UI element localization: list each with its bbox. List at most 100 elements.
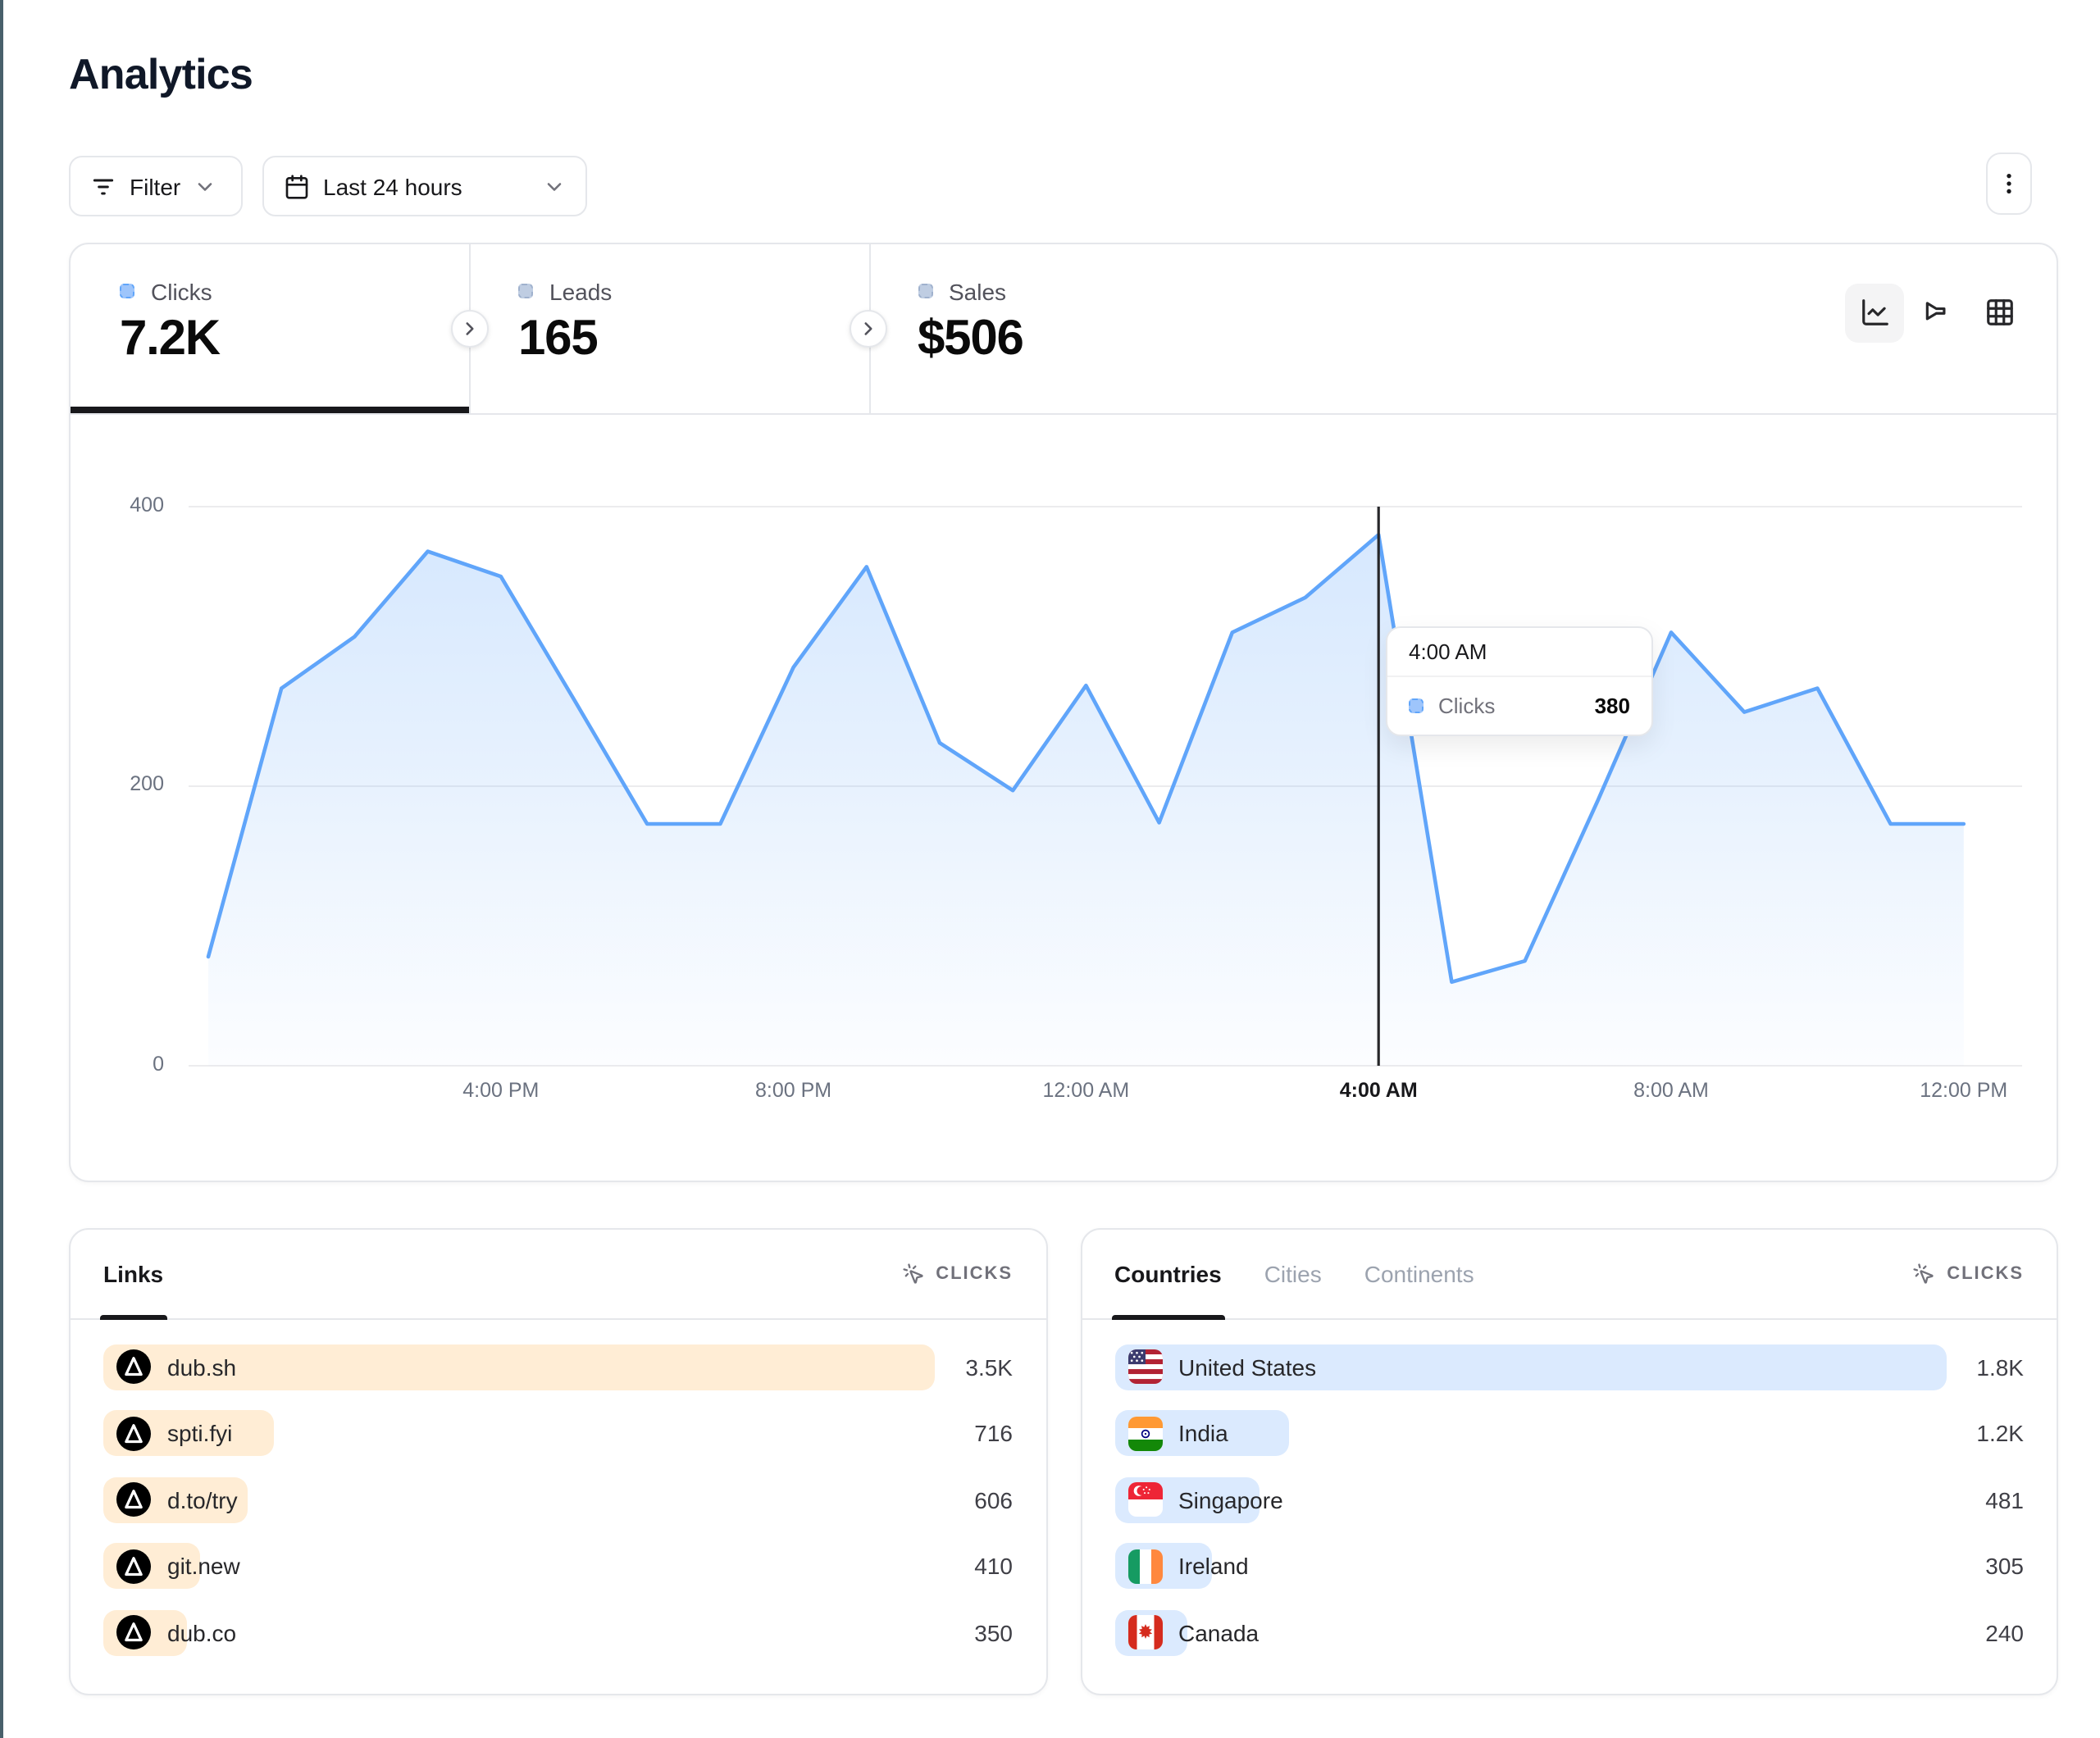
y-axis-tick: 0 xyxy=(153,1052,164,1075)
country-name: Canada xyxy=(1178,1619,1260,1645)
tab-countries[interactable]: Countries xyxy=(1110,1228,1226,1320)
expand-stat-button[interactable] xyxy=(850,309,887,347)
leads-legend-swatch xyxy=(518,284,533,298)
y-axis-tick: 400 xyxy=(130,493,164,516)
stat-label-row: Leads xyxy=(518,278,612,304)
x-axis-tick: 4:00 PM xyxy=(462,1078,540,1101)
tooltip-value: 380 xyxy=(1594,693,1630,717)
country-row[interactable]: Ireland 305 xyxy=(1114,1543,2024,1589)
tooltip-series-label: Clicks xyxy=(1438,693,1496,717)
bar-zone: dub.co xyxy=(103,1609,935,1655)
x-axis-tick: 4:00 AM xyxy=(1339,1078,1418,1101)
stat-tab-leads[interactable]: Leads 165 xyxy=(469,243,870,412)
stat-label: Sales xyxy=(949,278,1007,304)
bar-zone: spti.fyi xyxy=(103,1410,935,1456)
clicks-count: 3.5K xyxy=(965,1354,1013,1380)
stat-tab-clicks[interactable]: Clicks 7.2K xyxy=(71,243,471,412)
stat-label: Clicks xyxy=(151,278,212,304)
link-row[interactable]: dub.sh 3.5K xyxy=(103,1344,1013,1390)
stat-label: Leads xyxy=(549,278,613,304)
filter-lines-icon xyxy=(90,173,116,199)
y-axis-tick: 200 xyxy=(130,772,164,795)
calendar-icon xyxy=(284,173,310,199)
stat-tab-sales[interactable]: Sales $506 xyxy=(868,243,1269,412)
link-name: spti.fyi xyxy=(167,1420,233,1446)
leads-value: 165 xyxy=(518,311,599,365)
filter-button[interactable]: Filter xyxy=(69,156,243,216)
page-title: Analytics xyxy=(69,49,253,98)
table-mode-button[interactable] xyxy=(1970,283,2029,342)
expand-stat-button[interactable] xyxy=(450,309,488,347)
dub-logo-icon xyxy=(116,1482,151,1517)
tooltip-row: Clicks 380 xyxy=(1387,676,1651,734)
line-chart-mode-button[interactable] xyxy=(1845,283,1904,342)
chevron-down-icon xyxy=(194,175,216,198)
ireland-flag-icon xyxy=(1127,1549,1162,1583)
link-name: dub.sh xyxy=(167,1354,237,1380)
date-range-button[interactable]: Last 24 hours xyxy=(262,156,587,216)
active-stat-underline xyxy=(71,407,469,412)
link-row[interactable]: spti.fyi 716 xyxy=(103,1410,1013,1456)
link-row[interactable]: git.new 410 xyxy=(103,1543,1013,1589)
clicks-line xyxy=(206,531,1966,984)
india-flag-icon xyxy=(1127,1416,1162,1450)
dub-logo-icon xyxy=(116,1349,151,1384)
bar-zone: Canada xyxy=(1114,1609,1946,1655)
clicks-area-chart xyxy=(189,505,2022,1066)
metric-label: CLICKS xyxy=(1947,1263,2024,1283)
stat-label-row: Sales xyxy=(918,278,1006,304)
us-flag-icon xyxy=(1127,1349,1162,1384)
chart-tooltip: 4:00 AM Clicks 380 xyxy=(1386,626,1653,735)
pointer-click-icon xyxy=(1912,1262,1935,1285)
link-name: git.new xyxy=(167,1553,240,1579)
tooltip-time: 4:00 AM xyxy=(1387,627,1651,676)
filter-button-label: Filter xyxy=(130,173,181,199)
funnel-icon xyxy=(1925,302,1945,321)
metric-selector[interactable]: CLICKS xyxy=(901,1262,1013,1285)
country-row[interactable]: United States 1.8K xyxy=(1114,1344,2024,1390)
clicks-chart-area[interactable]: 0 200 400 4:00 PM 8:00 PM 12:00 AM 4:00 AM 8:0… xyxy=(71,412,2057,1180)
clicks-count: 410 xyxy=(974,1553,1013,1579)
link-row[interactable]: d.to/try 606 xyxy=(103,1476,1013,1522)
x-axis-tick: 12:00 PM xyxy=(1920,1078,2008,1101)
bar-zone: Ireland xyxy=(1114,1543,1946,1589)
sales-value: $506 xyxy=(918,311,1024,365)
dub-logo-icon xyxy=(116,1549,151,1583)
chart-mode-switcher xyxy=(1845,283,2029,342)
stat-label-row: Clicks xyxy=(120,278,212,304)
grid-table-icon xyxy=(1986,299,2012,325)
more-menu-button[interactable] xyxy=(1986,152,2032,215)
clicks-count: 606 xyxy=(974,1486,1013,1513)
bar-zone: United States xyxy=(1114,1344,1946,1390)
area-fill xyxy=(208,534,1964,1065)
metric-selector[interactable]: CLICKS xyxy=(1912,1262,2024,1285)
bar-zone: Singapore xyxy=(1114,1476,1946,1522)
clicks-legend-swatch xyxy=(1409,698,1424,712)
window-left-edge xyxy=(0,0,3,1738)
links-panel-header: Links CLICKS xyxy=(71,1228,1045,1320)
clicks-legend-swatch xyxy=(120,284,134,298)
clicks-count: 240 xyxy=(1985,1619,2024,1645)
tab-continents[interactable]: Continents xyxy=(1364,1260,1474,1286)
country-name: Ireland xyxy=(1178,1553,1249,1579)
country-row[interactable]: Canada 240 xyxy=(1114,1609,2024,1655)
x-axis-tick: 8:00 PM xyxy=(755,1078,832,1101)
country-name: India xyxy=(1178,1420,1228,1446)
country-row[interactable]: Singapore 481 xyxy=(1114,1476,2024,1522)
clicks-count: 1.2K xyxy=(1976,1420,2024,1446)
stats-tabs-row: Clicks 7.2K Leads 165 Sales $506 xyxy=(71,243,2057,414)
chevron-right-icon xyxy=(465,321,473,334)
link-row[interactable]: dub.co 350 xyxy=(103,1609,1013,1655)
countries-panel-header: Countries Cities Continents CLICKS xyxy=(1082,1228,2057,1320)
chevron-down-icon xyxy=(543,175,566,198)
tab-links[interactable]: Links xyxy=(100,1228,166,1320)
clicks-usage-bar xyxy=(1114,1344,1946,1390)
clicks-count: 716 xyxy=(974,1420,1013,1446)
tab-cities[interactable]: Cities xyxy=(1264,1260,1322,1286)
singapore-flag-icon xyxy=(1127,1482,1162,1517)
kebab-menu-icon xyxy=(1996,171,2022,197)
country-row[interactable]: India 1.2K xyxy=(1114,1410,2024,1456)
sales-legend-swatch xyxy=(918,284,932,298)
funnel-mode-button[interactable] xyxy=(1907,283,1966,342)
